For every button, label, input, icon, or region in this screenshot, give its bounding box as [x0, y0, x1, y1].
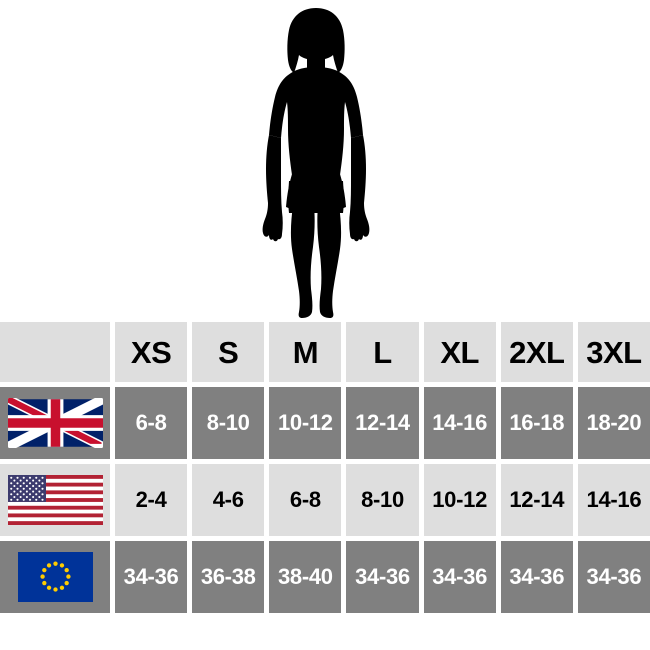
- header-corner-cell: [0, 322, 110, 382]
- header-cell-m: M: [269, 322, 342, 382]
- cell-us-s: 4-6: [192, 464, 265, 536]
- size-value: 8-10: [206, 410, 250, 435]
- size-value: 38-40: [277, 564, 333, 589]
- cell-us-xs: 2-4: [115, 464, 188, 536]
- eu-flag-icon: [8, 552, 103, 602]
- size-value: 34-36: [509, 564, 565, 589]
- size-value: 12-14: [509, 487, 565, 512]
- header-label: 2XL: [509, 334, 565, 370]
- size-value: 16-18: [509, 410, 565, 435]
- size-value: 8-10: [361, 487, 404, 512]
- header-cell-l: L: [346, 322, 419, 382]
- table-row: 2-4 4-6 6-8 8-10 10-12 12-14 14-16: [0, 464, 650, 536]
- size-value: 2-4: [135, 487, 167, 512]
- cell-uk-m: 10-12: [269, 387, 342, 459]
- header-label: S: [218, 334, 239, 370]
- header-label: M: [292, 334, 319, 370]
- cell-eu-s: 36-38: [192, 541, 265, 613]
- us-flag-icon: [7, 475, 103, 525]
- size-value: 10-12: [432, 487, 488, 512]
- size-value: 12-14: [355, 410, 410, 435]
- size-chart-table: XS S M L XL 2XL 3XL: [0, 322, 650, 613]
- cell-eu-xs: 34-36: [115, 541, 188, 613]
- cell-uk-l: 12-14: [346, 387, 419, 459]
- cell-uk-3xl: 18-20: [577, 387, 650, 459]
- size-value: 34-36: [586, 564, 642, 589]
- header-cell-2xl: 2XL: [500, 322, 573, 382]
- size-value: 34-36: [432, 564, 488, 589]
- header-label: XL: [440, 334, 479, 370]
- cell-uk-xl: 14-16: [423, 387, 496, 459]
- cell-eu-3xl: 34-36: [577, 541, 650, 613]
- size-value: 6-8: [135, 410, 167, 435]
- header-cell-xl: XL: [423, 322, 496, 382]
- size-value: 34-36: [123, 564, 179, 589]
- size-value: 4-6: [212, 487, 244, 512]
- cell-eu-l: 34-36: [346, 541, 419, 613]
- cell-us-3xl: 14-16: [577, 464, 650, 536]
- table-row: 6-8 8-10 10-12 12-14 14-16 16-18 18-20: [0, 387, 650, 459]
- cell-us-2xl: 12-14: [500, 464, 573, 536]
- row-flag-cell-uk: [0, 387, 110, 459]
- size-value: 6-8: [289, 487, 321, 512]
- header-cell-s: S: [192, 322, 265, 382]
- header-cell-xs: XS: [115, 322, 188, 382]
- size-value: 34-36: [355, 564, 410, 589]
- illustration-area: [0, 0, 650, 322]
- size-value: 14-16: [432, 410, 488, 435]
- header-label: 3XL: [586, 334, 642, 370]
- row-flag-cell-eu: [0, 541, 110, 613]
- cell-eu-xl: 34-36: [423, 541, 496, 613]
- female-body-silhouette-icon: [255, 5, 377, 320]
- uk-flag-icon: [7, 398, 103, 448]
- header-label: XS: [130, 334, 172, 370]
- size-value: 36-38: [200, 564, 256, 589]
- cell-uk-2xl: 16-18: [500, 387, 573, 459]
- header-cell-3xl: 3XL: [577, 322, 650, 382]
- cell-uk-s: 8-10: [192, 387, 265, 459]
- size-value: 10-12: [277, 410, 333, 435]
- cell-uk-xs: 6-8: [115, 387, 188, 459]
- table-header-row: XS S M L XL 2XL 3XL: [0, 322, 650, 382]
- header-label: L: [373, 334, 392, 370]
- table-row: 34-36 36-38 38-40 34-36 34-36 34-36 34-3…: [0, 541, 650, 613]
- cell-eu-2xl: 34-36: [500, 541, 573, 613]
- cell-us-l: 8-10: [346, 464, 419, 536]
- cell-us-xl: 10-12: [423, 464, 496, 536]
- row-flag-cell-us: [0, 464, 110, 536]
- cell-eu-m: 38-40: [269, 541, 342, 613]
- cell-us-m: 6-8: [269, 464, 342, 536]
- size-value: 14-16: [586, 487, 642, 512]
- size-value: 18-20: [586, 410, 642, 435]
